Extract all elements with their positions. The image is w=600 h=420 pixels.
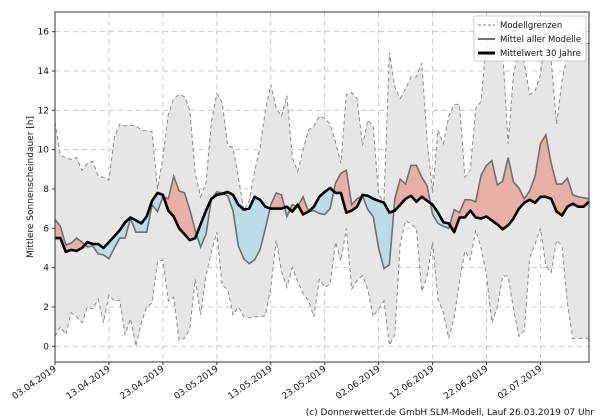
- y-tick-label: 12: [38, 106, 49, 116]
- legend-item: Mittelwert 30 Jahre: [500, 49, 581, 59]
- x-tick-label: 02.07.2019: [496, 364, 544, 402]
- legend: Modellgrenzen Mittel aller Modelle Mitte…: [473, 15, 587, 62]
- x-tick-label: 22.06.2019: [442, 364, 490, 402]
- y-axis-label: Mittlere Sonnenscheindauer [h]: [26, 116, 36, 258]
- y-tick-label: 14: [38, 67, 50, 77]
- model-mean-line: [55, 132, 589, 270]
- x-tick-label: 23.04.2019: [119, 364, 167, 402]
- legend-item: Modellgrenzen: [500, 21, 562, 31]
- legend-item: Mittel aller Modelle: [500, 35, 581, 45]
- x-tick-label: 12.06.2019: [388, 364, 436, 402]
- x-tick-label: 13.05.2019: [227, 364, 275, 402]
- model-bounds-band: [55, 21, 589, 347]
- y-tick-label: 4: [43, 264, 49, 274]
- x-tick-label: 03.05.2019: [173, 364, 221, 402]
- y-tick-label: 8: [43, 185, 49, 195]
- x-tick-label: 13.04.2019: [65, 364, 113, 402]
- y-tick-label: 0: [43, 342, 49, 352]
- y-axis: 0 2 4 6 8 10 12 14 16: [38, 28, 55, 352]
- model-lower-bound-line: [55, 219, 589, 348]
- model-upper-bound-line: [55, 21, 589, 213]
- copyright-footer: (c) Donnerwetter.de GmbH SLM-Modell, Lau…: [305, 408, 594, 418]
- plot-frame: [54, 11, 590, 363]
- y-tick-label: 6: [43, 224, 49, 234]
- x-tick-label: 02.06.2019: [334, 364, 382, 402]
- y-tick-label: 2: [43, 303, 49, 313]
- y-tick-label: 16: [38, 28, 50, 38]
- climate-mean-line: [55, 186, 589, 254]
- x-tick-label: 23.05.2019: [280, 364, 328, 402]
- x-axis: 03.04.2019 13.04.2019 23.04.2019 03.05.2019…: [11, 362, 544, 402]
- x-tick-label: 03.04.2019: [11, 364, 59, 402]
- y-tick-label: 10: [38, 146, 50, 156]
